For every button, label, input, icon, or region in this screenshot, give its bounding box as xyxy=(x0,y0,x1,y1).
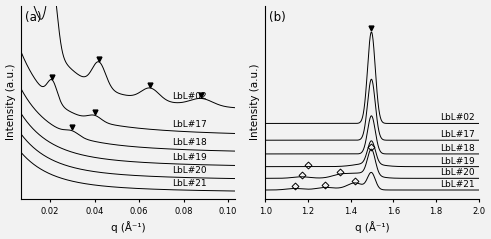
Text: (b): (b) xyxy=(270,11,286,24)
Text: LbL#18: LbL#18 xyxy=(172,138,207,147)
X-axis label: q (Å⁻¹): q (Å⁻¹) xyxy=(110,222,145,234)
Text: (a): (a) xyxy=(26,11,42,24)
Text: LbL#17: LbL#17 xyxy=(172,120,207,129)
Y-axis label: Intensity (a.u.): Intensity (a.u.) xyxy=(249,64,260,140)
Text: LbL#21: LbL#21 xyxy=(440,180,475,189)
Text: LbL#17: LbL#17 xyxy=(440,130,475,139)
Text: LbL#19: LbL#19 xyxy=(440,157,475,166)
Text: LbL#18: LbL#18 xyxy=(440,144,475,153)
Text: LbL#02: LbL#02 xyxy=(440,114,475,122)
Text: LbL#02: LbL#02 xyxy=(172,92,207,101)
X-axis label: q (Å⁻¹): q (Å⁻¹) xyxy=(355,222,389,234)
Text: LbL#20: LbL#20 xyxy=(172,167,207,175)
Text: LbL#20: LbL#20 xyxy=(440,168,475,177)
Y-axis label: Intensity (a.u.): Intensity (a.u.) xyxy=(5,64,16,140)
Text: LbL#19: LbL#19 xyxy=(172,153,207,162)
Text: LbL#21: LbL#21 xyxy=(172,179,207,188)
